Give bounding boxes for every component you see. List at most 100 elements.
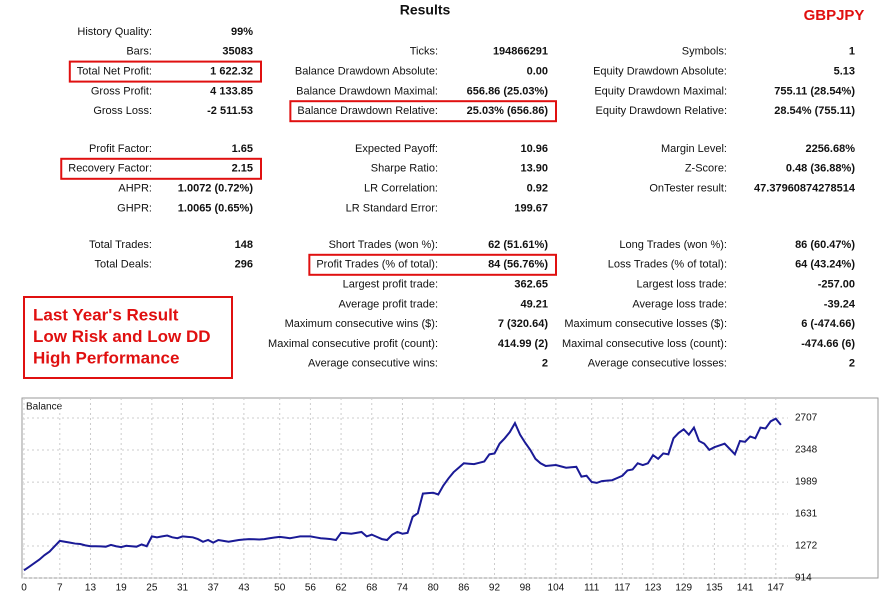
x-tick-label: 123 [645, 583, 662, 594]
stat-value: 47.37960874278514 [754, 183, 856, 195]
stat-value: 1 [849, 46, 855, 58]
stat-label: Recovery Factor: [68, 163, 152, 175]
x-tick-label: 37 [208, 583, 220, 594]
stat-label: Gross Loss: [93, 105, 152, 117]
x-tick-label: 43 [238, 583, 250, 594]
stat-label: History Quality: [77, 26, 152, 38]
stat-value: 13.90 [520, 163, 548, 175]
stat-label: Balance Drawdown Maximal: [296, 85, 438, 97]
stat-value: 0.00 [527, 66, 548, 78]
x-tick-label: 31 [177, 583, 189, 594]
stat-value: 6 (-474.66) [801, 318, 855, 330]
highlight-box [308, 253, 557, 276]
stat-value: -39.24 [824, 298, 856, 310]
stat-label: Equity Drawdown Maximal: [594, 85, 727, 97]
stat-value: 656.86 (25.03%) [467, 85, 549, 97]
stat-value: 35083 [222, 46, 253, 58]
annotation-box [23, 296, 233, 379]
y-tick-label: 2707 [795, 413, 818, 424]
annotation-line: High Performance [33, 348, 179, 367]
chart-frame [21, 397, 879, 579]
x-tick-label: 129 [675, 583, 692, 594]
highlight-box [68, 60, 262, 83]
stat-value: 194866291 [493, 46, 548, 58]
stat-label: Total Deals: [95, 259, 152, 271]
x-tick-label: 141 [737, 583, 754, 594]
x-tick-label: 74 [397, 583, 409, 594]
stat-value: 2 [849, 358, 855, 370]
stat-value: 10.96 [520, 143, 548, 155]
stat-label: Symbols: [682, 46, 727, 58]
stat-label: Average consecutive losses: [588, 358, 727, 370]
x-tick-label: 62 [336, 583, 348, 594]
stat-label: Equity Drawdown Relative: [596, 105, 727, 117]
x-tick-label: 111 [584, 583, 600, 594]
symbol: GBPJPY [804, 7, 865, 24]
stat-value: 62 (51.61%) [488, 239, 548, 251]
stat-label: Largest loss trade: [637, 279, 728, 291]
highlight-box [289, 100, 557, 123]
stat-label: Balance Drawdown Absolute: [295, 66, 438, 78]
annotation-line: Low Risk and Low DD [33, 327, 211, 346]
y-tick-label: 1989 [795, 477, 818, 488]
stat-label: Average loss trade: [632, 298, 727, 310]
stat-label: Profit Factor: [89, 143, 152, 155]
stat-value: 84 (56.76%) [488, 259, 548, 271]
stat-label: Total Trades: [89, 239, 152, 251]
x-tick-label: 92 [489, 583, 501, 594]
x-tick-label: 86 [458, 583, 470, 594]
x-tick-label: 13 [85, 583, 97, 594]
stat-label: Loss Trades (% of total): [608, 259, 727, 271]
report-title: Results [400, 2, 451, 18]
x-tick-label: 50 [274, 583, 286, 594]
stat-label: Maximum consecutive losses ($): [564, 318, 727, 330]
stat-label: Average profit trade: [339, 298, 438, 310]
stat-value: -474.66 (6) [801, 338, 855, 350]
stat-value: 2 [542, 358, 548, 370]
x-tick-label: 98 [520, 583, 532, 594]
y-tick-label: 2348 [795, 445, 818, 456]
x-tick-label: 68 [366, 583, 378, 594]
x-tick-label: 117 [614, 583, 630, 594]
x-tick-label: 56 [305, 583, 317, 594]
stat-value: 28.54% (755.11) [774, 105, 855, 117]
stat-value: 7 (320.64) [498, 318, 548, 330]
balance-line [23, 417, 782, 572]
stat-value: 414.99 (2) [498, 338, 548, 350]
stat-value: 49.21 [520, 298, 548, 310]
stat-value: 362.65 [514, 279, 548, 291]
stat-value: 755.11 (28.54%) [774, 85, 855, 97]
stat-label: Margin Level: [661, 143, 727, 155]
stat-label: Long Trades (won %): [619, 239, 727, 251]
stat-value: 86 (60.47%) [795, 239, 855, 251]
stat-value: 2256.68% [805, 143, 855, 155]
stat-value: -2 511.53 [207, 105, 253, 117]
stat-label: Expected Payoff: [355, 143, 438, 155]
stat-label: Equity Drawdown Absolute: [593, 66, 727, 78]
highlight-box [60, 157, 262, 180]
stat-label: Z-Score: [685, 163, 727, 175]
stat-label: AHPR: [118, 183, 152, 195]
stat-value: 1.0065 (0.65%) [178, 202, 254, 214]
x-tick-label: 7 [57, 583, 63, 594]
stat-label: GHPR: [117, 202, 152, 214]
y-tick-label: 1272 [795, 541, 818, 552]
x-tick-label: 147 [767, 583, 784, 594]
stat-value: 199.67 [514, 202, 548, 214]
stat-label: Short Trades (won %): [329, 239, 438, 251]
x-tick-label: 19 [116, 583, 128, 594]
stat-label: Average consecutive wins: [308, 358, 438, 370]
stat-value: 5.13 [834, 66, 855, 78]
stat-value: 64 (43.24%) [795, 259, 855, 271]
stat-label: Maximal consecutive profit (count): [268, 338, 438, 350]
stat-value: 1 622.32 [210, 66, 253, 78]
stat-label: Largest profit trade: [343, 279, 438, 291]
annotation-line: Last Year's Result [33, 305, 179, 324]
stat-value: 1.65 [232, 143, 253, 155]
y-tick-label: 1631 [795, 509, 818, 520]
stat-label: Maximal consecutive loss (count): [562, 338, 727, 350]
y-tick-label: 914 [795, 573, 812, 584]
stat-label: Profit Trades (% of total): [316, 259, 438, 271]
stat-value: 4 133.85 [210, 85, 253, 97]
stat-value: 296 [235, 259, 253, 271]
